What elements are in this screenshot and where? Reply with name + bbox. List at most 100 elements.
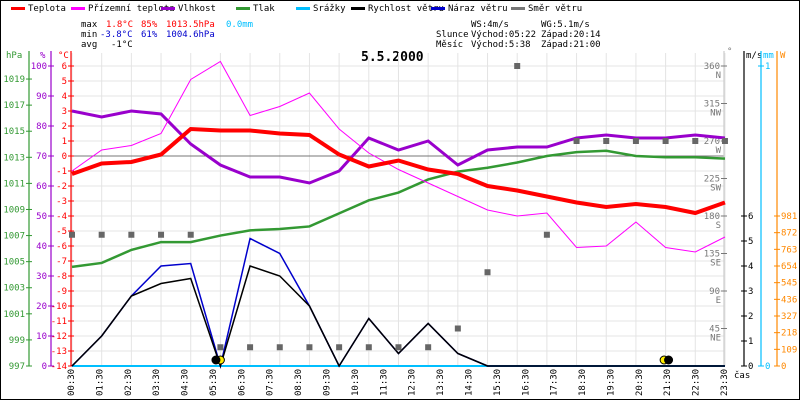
- temperature-tick-label: -8: [56, 272, 67, 282]
- direction-compass-label: NE: [710, 334, 721, 344]
- temperature-tick-label: -13: [51, 347, 67, 357]
- direction-tick-label: 180: [704, 212, 720, 222]
- legend-label: Rychlost větru: [368, 4, 444, 14]
- unit-degree: °: [727, 47, 733, 57]
- unit-time: čas: [734, 371, 751, 381]
- legend-item: Směr větru: [511, 4, 582, 14]
- temperature-tick-label: 0: [62, 152, 67, 162]
- wind-direction-marker: [69, 231, 75, 238]
- direction-compass-label: NW: [710, 109, 721, 119]
- moonrise: Východ:5:38: [471, 40, 531, 50]
- pressure-tick-label: 1003: [3, 284, 25, 294]
- wind-direction-marker: [98, 231, 105, 238]
- temperature-tick-label: -3: [56, 197, 67, 207]
- wind-direction-marker: [514, 63, 521, 69]
- x-tick-label: 02:30: [124, 369, 134, 396]
- temperature-tick-label: 6: [62, 62, 67, 72]
- legend-item: Srážky: [296, 4, 346, 14]
- max-temp: 1.8°C: [106, 20, 134, 30]
- avg-temp: -1°C: [111, 40, 133, 50]
- temperature-tick-label: -4: [56, 212, 67, 222]
- legend-swatch: [236, 7, 250, 10]
- moonset-icon: [664, 355, 674, 365]
- humidity-tick-label: 10: [36, 332, 47, 342]
- wind-direction-marker: [217, 344, 224, 351]
- min-humidity: 61%: [141, 30, 158, 40]
- x-tick-label: 16:30: [521, 369, 531, 396]
- temperature-tick-label: -10: [51, 302, 67, 312]
- moonset: Západ:21:00: [541, 40, 601, 50]
- direction-tick-label: 135: [704, 250, 720, 260]
- direction-compass-label: SE: [710, 259, 721, 269]
- x-tick-label: 03:30: [152, 369, 162, 396]
- x-tick-label: 05:30: [209, 369, 219, 396]
- wind-direction-marker: [573, 138, 580, 144]
- temperature-tick-label: -12: [51, 332, 67, 342]
- temperature-tick-label: -7: [56, 257, 67, 267]
- sun-label: Slunce: [436, 30, 469, 40]
- series-line-tlak: [71, 149, 726, 269]
- unit-watt: W: [780, 51, 786, 61]
- direction-compass-label: S: [716, 221, 721, 231]
- wind-direction-marker: [484, 269, 491, 276]
- x-tick-label: 14:30: [464, 369, 474, 396]
- direction-compass-label: N: [716, 71, 721, 81]
- wind-direction-marker: [543, 231, 550, 238]
- wind-direction-marker: [128, 231, 135, 238]
- solar-tick-label: 218: [781, 329, 797, 339]
- unit-percent: %: [40, 51, 46, 61]
- temperature-tick-label: -14: [51, 362, 67, 372]
- legend-label: Teplota: [28, 4, 66, 14]
- direction-tick-label: 45: [709, 325, 720, 335]
- temperature-tick-label: -5: [56, 227, 67, 237]
- legend-item: Rychlost větru: [351, 4, 444, 14]
- max-precip: 0.0mm: [226, 20, 254, 30]
- max-pressure: 1013.5hPa: [166, 20, 215, 30]
- wind-tick-label: 2: [748, 312, 753, 322]
- pressure-tick-label: 1007: [3, 232, 25, 242]
- legend-swatch: [351, 7, 365, 10]
- legend-item: Vlhkost: [161, 4, 216, 14]
- wind-direction-marker: [721, 138, 728, 144]
- x-tick-label: 12:30: [408, 369, 418, 396]
- legend-item: Náraz větru: [431, 4, 508, 14]
- avg-label: avg: [81, 40, 98, 50]
- wind-tick-label: 4: [748, 262, 753, 272]
- wind-tick-label: 6: [748, 212, 753, 222]
- legend-swatch: [296, 7, 310, 10]
- solar-tick-label: 872: [781, 229, 797, 239]
- max-humidity: 85%: [141, 20, 158, 30]
- unit-mm: mm: [763, 51, 774, 61]
- chart-title: 5.5.2000: [361, 50, 424, 65]
- legend-swatch: [11, 7, 25, 10]
- temperature-tick-label: -2: [56, 182, 67, 192]
- x-tick-label: 00:30: [67, 369, 77, 396]
- direction-tick-label: 315: [704, 100, 720, 110]
- min-pressure: 1004.6hPa: [166, 30, 215, 40]
- unit-hpa: hPa: [6, 51, 23, 61]
- min-temp: -3.8°C: [100, 30, 133, 40]
- legend-label: Srážky: [313, 4, 346, 14]
- sunrise: Východ:05:22: [471, 30, 537, 40]
- legend-swatch: [431, 7, 445, 10]
- legend-swatch: [161, 7, 175, 10]
- solar-tick-label: 981: [781, 212, 797, 222]
- series-line-teplota: [71, 126, 726, 216]
- direction-tick-label: 90: [709, 287, 720, 297]
- x-tick-label: 11:30: [379, 369, 389, 396]
- direction-tick-label: 225: [704, 175, 720, 185]
- legend-item: Přízemní teplota: [71, 4, 175, 14]
- wind-direction-marker: [632, 138, 639, 144]
- x-tick-label: 19:30: [606, 369, 616, 396]
- sunset: Západ:20:14: [541, 30, 601, 40]
- temperature-tick-label: -9: [56, 287, 67, 297]
- wind-tick-label: 1: [748, 337, 753, 347]
- x-tick-label: 23:30: [720, 369, 730, 396]
- wind-direction-marker: [276, 344, 283, 351]
- humidity-tick-label: 90: [36, 92, 47, 102]
- wind-direction-marker: [158, 231, 165, 238]
- temperature-tick-label: -6: [56, 242, 67, 252]
- wind-direction-marker: [662, 138, 669, 144]
- unit-ms: m/s: [746, 51, 763, 61]
